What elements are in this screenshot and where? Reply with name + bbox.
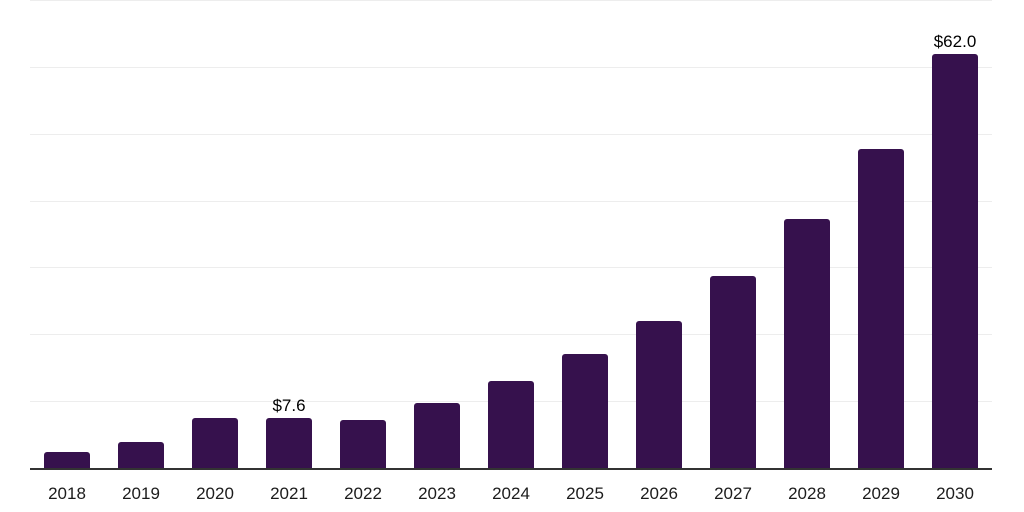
x-axis-label-2029: 2029 — [862, 484, 900, 503]
x-axis-label-2022: 2022 — [344, 484, 382, 503]
gridline — [30, 0, 992, 1]
gridline — [30, 267, 992, 269]
bar-2021 — [266, 418, 312, 469]
bar-2030 — [932, 54, 978, 469]
gridline — [30, 200, 992, 202]
x-axis-label-2020: 2020 — [196, 484, 234, 503]
x-axis-label-2026: 2026 — [640, 484, 678, 503]
bar-2026 — [636, 321, 682, 469]
x-axis-line — [30, 468, 992, 470]
bar-2027 — [710, 275, 756, 469]
x-axis-label-2023: 2023 — [418, 484, 456, 503]
bar-2028 — [784, 218, 830, 469]
x-axis-label-2030: 2030 — [936, 484, 974, 503]
bar-2029 — [858, 148, 904, 469]
x-axis-label-2028: 2028 — [788, 484, 826, 503]
bar-2019 — [118, 442, 164, 469]
x-axis-label-2025: 2025 — [566, 484, 604, 503]
bar-value-label-2030: $62.0 — [933, 32, 977, 52]
bar-2022 — [340, 419, 386, 469]
gridline — [30, 334, 992, 336]
bar-2023 — [414, 402, 460, 469]
x-axis-label-2019: 2019 — [122, 484, 160, 503]
bar-2025 — [562, 354, 608, 469]
gridline — [30, 66, 992, 68]
bar-2020 — [192, 417, 238, 469]
bar-value-label-2021: $7.6 — [272, 396, 306, 416]
bar-2024 — [488, 380, 534, 469]
x-axis-label-2024: 2024 — [492, 484, 530, 503]
x-axis-label-2021: 2021 — [270, 484, 308, 503]
x-axis-label-2018: 2018 — [48, 484, 86, 503]
x-axis-label-2027: 2027 — [714, 484, 752, 503]
bar-2018 — [44, 452, 90, 469]
gridline — [30, 133, 992, 135]
